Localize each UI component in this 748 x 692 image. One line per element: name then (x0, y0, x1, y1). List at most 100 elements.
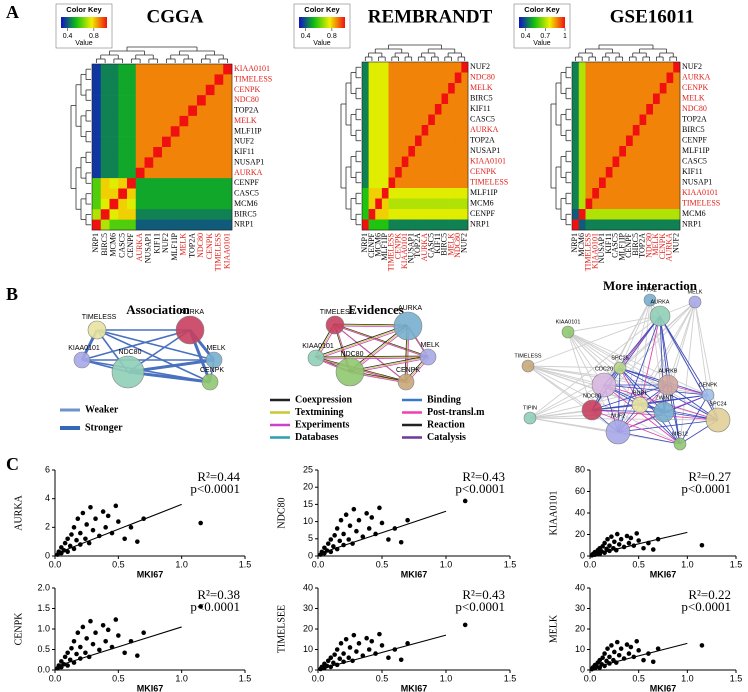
heatmap-cell (646, 177, 654, 189)
scatter-point (122, 536, 127, 542)
network-node (87, 320, 107, 340)
heatmap-cell (461, 219, 469, 231)
heatmap-cell (100, 74, 110, 86)
stat-annotation: R²=0.27 (688, 469, 731, 484)
heatmap-cell (619, 93, 627, 105)
heatmap-cell (659, 125, 667, 136)
heatmap-cell (408, 219, 416, 231)
heatmap-cell (223, 178, 233, 189)
panel-label: A (6, 2, 19, 22)
heatmap-cell (162, 84, 172, 96)
heatmap-cell (109, 157, 119, 169)
heatmap-cell (428, 135, 436, 147)
scatter-point (356, 641, 362, 646)
heatmap-cell (162, 95, 172, 106)
heatmap-cell (381, 93, 389, 105)
heatmap-cell (179, 105, 189, 117)
heatmap-cell (381, 167, 389, 178)
heatmap-cell (428, 83, 436, 94)
heatmap-cell (170, 115, 180, 127)
node-label: AURKA (180, 309, 204, 316)
heatmap-cell (428, 104, 436, 115)
node-label: ZWINT (655, 395, 673, 401)
y-tick-label: 20 (303, 623, 313, 633)
scatter-point (62, 540, 68, 546)
y-tick-label: 15 (303, 499, 313, 509)
heatmap-cell (100, 126, 110, 137)
heatmap-cell (92, 115, 102, 127)
scatter-point (334, 526, 340, 531)
scatter-point (90, 527, 96, 533)
column-label: BIRC5 (631, 233, 640, 256)
key-tick-label: 0.4 (63, 33, 73, 40)
network-edge (619, 299, 651, 369)
x-tick-label: 0.0 (584, 559, 597, 569)
heatmap-cell (653, 114, 661, 126)
heatmap-cell (368, 93, 376, 105)
scatter-point (634, 531, 640, 536)
heatmap-cell (205, 64, 215, 75)
key-label: Value (75, 40, 92, 47)
scatter-point (113, 503, 119, 509)
heatmap-cell (619, 114, 627, 126)
network-edge (591, 394, 709, 411)
heatmap-cell (454, 104, 462, 115)
scatter-point (83, 650, 88, 656)
x-tick-label: 1.0 (681, 559, 694, 569)
scatter-point (80, 510, 86, 516)
heatmap-cell (395, 135, 403, 147)
node-label: SPC24 (709, 401, 726, 407)
y-tick-label: 0 (308, 550, 313, 560)
heatmap-cell (127, 219, 137, 231)
heatmap-cell (666, 83, 674, 94)
y-tick-label: 0 (45, 550, 50, 560)
scatter-point (331, 544, 336, 549)
heatmap-cell (461, 83, 469, 94)
heatmap-cell (395, 198, 403, 210)
heatmap-cell (639, 93, 647, 105)
key-label: Value (313, 40, 330, 47)
heatmap-cell (368, 62, 376, 73)
heatmap-cell (639, 167, 647, 178)
network-edge (617, 315, 661, 433)
heatmap-cell (619, 209, 627, 220)
heatmap-cell (153, 74, 163, 86)
heatmap-cell (639, 177, 647, 189)
scatter-point (360, 534, 366, 540)
heatmap-cell (100, 95, 110, 106)
heatmap-cell (632, 167, 640, 178)
heatmap-cell (214, 136, 224, 148)
key-tick-label: 0.8 (327, 33, 337, 40)
heatmap-cell (461, 146, 469, 157)
heatmap-cell (592, 62, 600, 73)
heatmap-cell (632, 177, 640, 189)
heatmap-cell (572, 177, 580, 189)
scatter-point (386, 655, 391, 660)
heatmap-cell (214, 74, 224, 86)
column-label: AURKA (665, 233, 674, 262)
heatmap-cell (461, 209, 469, 220)
heatmap-cell (197, 198, 207, 210)
heatmap-cell (572, 83, 580, 94)
heatmap-cell (454, 209, 462, 220)
heatmap-cell (434, 83, 442, 94)
heatmap-cell (368, 219, 376, 231)
heatmap-cell (428, 219, 436, 231)
x-tick-label: 0.5 (112, 559, 125, 569)
heatmap-cell (461, 114, 469, 126)
heatmap-cell (666, 62, 674, 73)
heatmap-cell (188, 147, 198, 158)
scatter-point (100, 623, 106, 628)
heatmap-cell (421, 167, 429, 178)
heatmap-cell (599, 219, 607, 231)
heatmap-cell (368, 135, 376, 147)
heatmap-cell (375, 72, 383, 84)
scatter-point (84, 522, 89, 527)
stat-annotation: p<0.0001 (190, 481, 240, 496)
heatmap-cell (388, 177, 396, 189)
scatter-point (103, 639, 108, 644)
heatmap-cell (135, 209, 145, 220)
row-label: NUF2 (234, 137, 254, 146)
heatmap-cell (626, 104, 634, 115)
network-edge (567, 331, 669, 386)
